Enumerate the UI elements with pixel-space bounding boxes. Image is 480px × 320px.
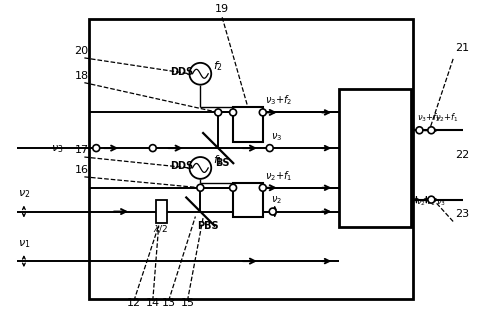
Circle shape <box>229 109 237 116</box>
Text: $\nu_3$: $\nu_3$ <box>436 198 446 208</box>
Circle shape <box>197 184 204 191</box>
Circle shape <box>215 109 222 116</box>
Text: $\nu_1$: $\nu_1$ <box>426 198 436 208</box>
Text: DDS: DDS <box>170 67 194 77</box>
Text: 20: 20 <box>74 46 89 56</box>
Text: 19: 19 <box>215 4 229 14</box>
Text: $\lambda$/2: $\lambda$/2 <box>153 223 168 234</box>
Text: $\nu_3$+$f_2$: $\nu_3$+$f_2$ <box>418 111 441 124</box>
Text: 17: 17 <box>74 145 89 155</box>
Circle shape <box>259 109 266 116</box>
Text: 18: 18 <box>74 71 89 81</box>
Text: 14: 14 <box>146 298 160 308</box>
Text: $f_1$: $f_1$ <box>213 153 223 167</box>
Bar <box>89 19 413 299</box>
Text: 12: 12 <box>127 298 141 308</box>
Text: BS: BS <box>215 158 229 168</box>
Circle shape <box>266 145 273 152</box>
Text: $\nu_1$: $\nu_1$ <box>18 238 30 250</box>
Text: 22: 22 <box>455 150 469 160</box>
Text: $\nu_3$+$f_2$: $\nu_3$+$f_2$ <box>265 93 292 107</box>
Text: 13: 13 <box>162 298 176 308</box>
Text: PBS: PBS <box>197 221 219 231</box>
Circle shape <box>416 127 423 134</box>
Text: $\nu_2$: $\nu_2$ <box>417 198 426 208</box>
Text: $\nu_3$: $\nu_3$ <box>271 131 282 143</box>
Bar <box>233 108 263 142</box>
Text: DDS: DDS <box>170 161 194 171</box>
Text: $\nu_2$: $\nu_2$ <box>18 189 30 200</box>
Text: 15: 15 <box>180 298 194 308</box>
Circle shape <box>149 145 156 152</box>
Text: 16: 16 <box>74 165 88 175</box>
Bar <box>339 89 411 228</box>
Text: $\nu_2$+$f_1$: $\nu_2$+$f_1$ <box>435 111 459 124</box>
Text: $f_2$: $f_2$ <box>213 59 223 73</box>
Text: $\nu_3$: $\nu_3$ <box>51 143 63 155</box>
Text: 21: 21 <box>455 43 469 53</box>
Circle shape <box>269 208 276 215</box>
Text: $\nu_2$: $\nu_2$ <box>271 195 282 206</box>
Circle shape <box>428 127 435 134</box>
Text: 23: 23 <box>455 210 469 220</box>
Bar <box>156 200 167 223</box>
Circle shape <box>229 184 237 191</box>
Circle shape <box>93 145 100 152</box>
Bar <box>233 183 263 218</box>
Text: $\nu_2$+$f_1$: $\nu_2$+$f_1$ <box>265 169 292 183</box>
Circle shape <box>428 196 435 203</box>
Circle shape <box>259 184 266 191</box>
